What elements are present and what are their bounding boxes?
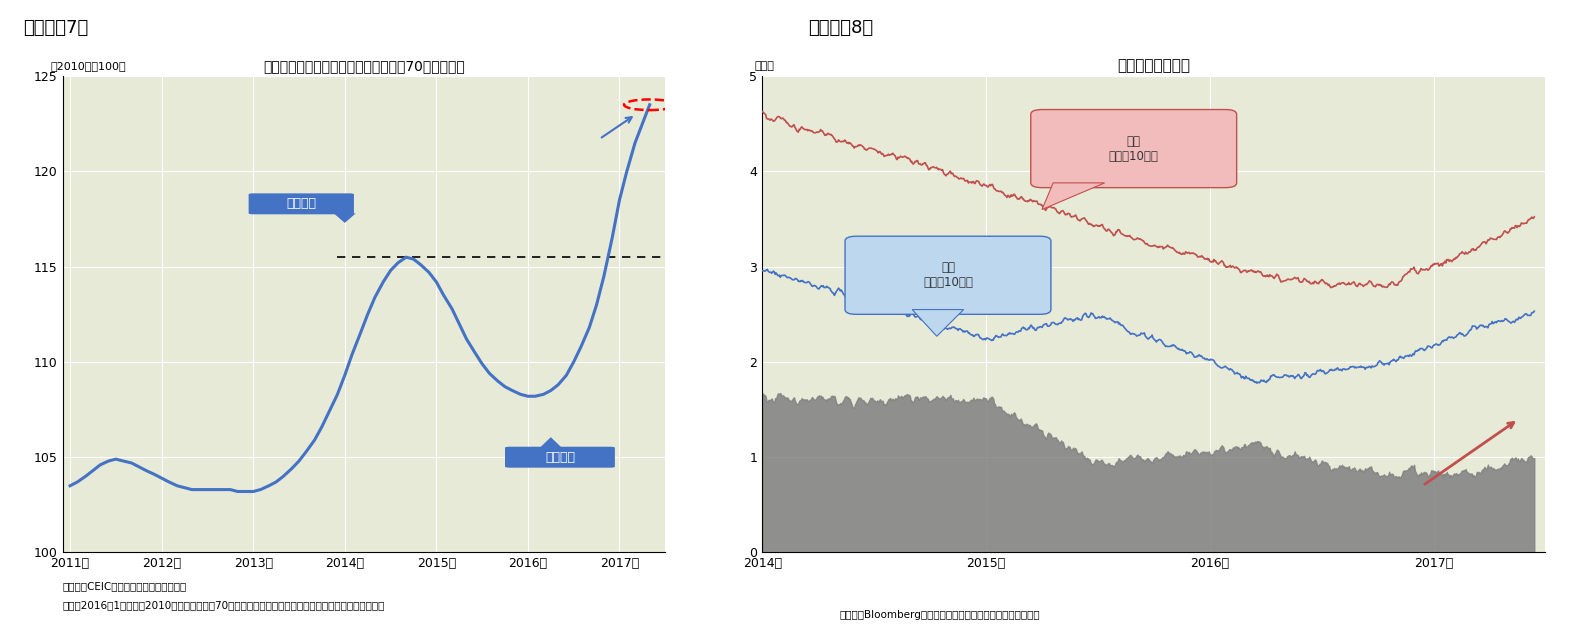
- Text: 米国
（国債10年）: 米国 （国債10年）: [923, 261, 973, 290]
- Title: 新築分譲住宅価格（除く保障性住宅、70都市平均）: 新築分譲住宅価格（除く保障性住宅、70都市平均）: [264, 60, 464, 74]
- Text: （資料）CEIC（出所は中国国家統計局）: （資料）CEIC（出所は中国国家統計局）: [63, 581, 187, 591]
- FancyBboxPatch shape: [248, 194, 355, 215]
- Text: （注）2016年1月以降の2010年基準指数及び70都市平均は公表されないためニッセイ基礎研究所で推定: （注）2016年1月以降の2010年基準指数及び70都市平均は公表されないためニ…: [63, 600, 384, 610]
- Text: 中国
（国債10年）: 中国 （国債10年）: [1109, 135, 1158, 163]
- FancyBboxPatch shape: [846, 236, 1051, 314]
- Text: （図表－7）: （図表－7）: [24, 19, 89, 37]
- Text: （図表－8）: （図表－8）: [808, 19, 874, 37]
- FancyBboxPatch shape: [1031, 110, 1236, 188]
- Polygon shape: [540, 438, 562, 448]
- Text: （％）: （％）: [755, 62, 774, 72]
- Text: （資料）Bloombergのデータを元にニッセイ基礎研究所で作成: （資料）Bloombergのデータを元にニッセイ基礎研究所で作成: [839, 610, 1040, 620]
- Title: 米中の長期金利差: 米中の長期金利差: [1117, 58, 1191, 74]
- Text: 前回高値: 前回高値: [286, 197, 317, 210]
- Polygon shape: [1042, 183, 1105, 210]
- Polygon shape: [334, 213, 356, 223]
- Text: 直近底値: 直近底値: [544, 451, 574, 464]
- FancyBboxPatch shape: [505, 447, 615, 467]
- Polygon shape: [912, 310, 963, 337]
- Text: （2010年＝100）: （2010年＝100）: [50, 62, 127, 72]
